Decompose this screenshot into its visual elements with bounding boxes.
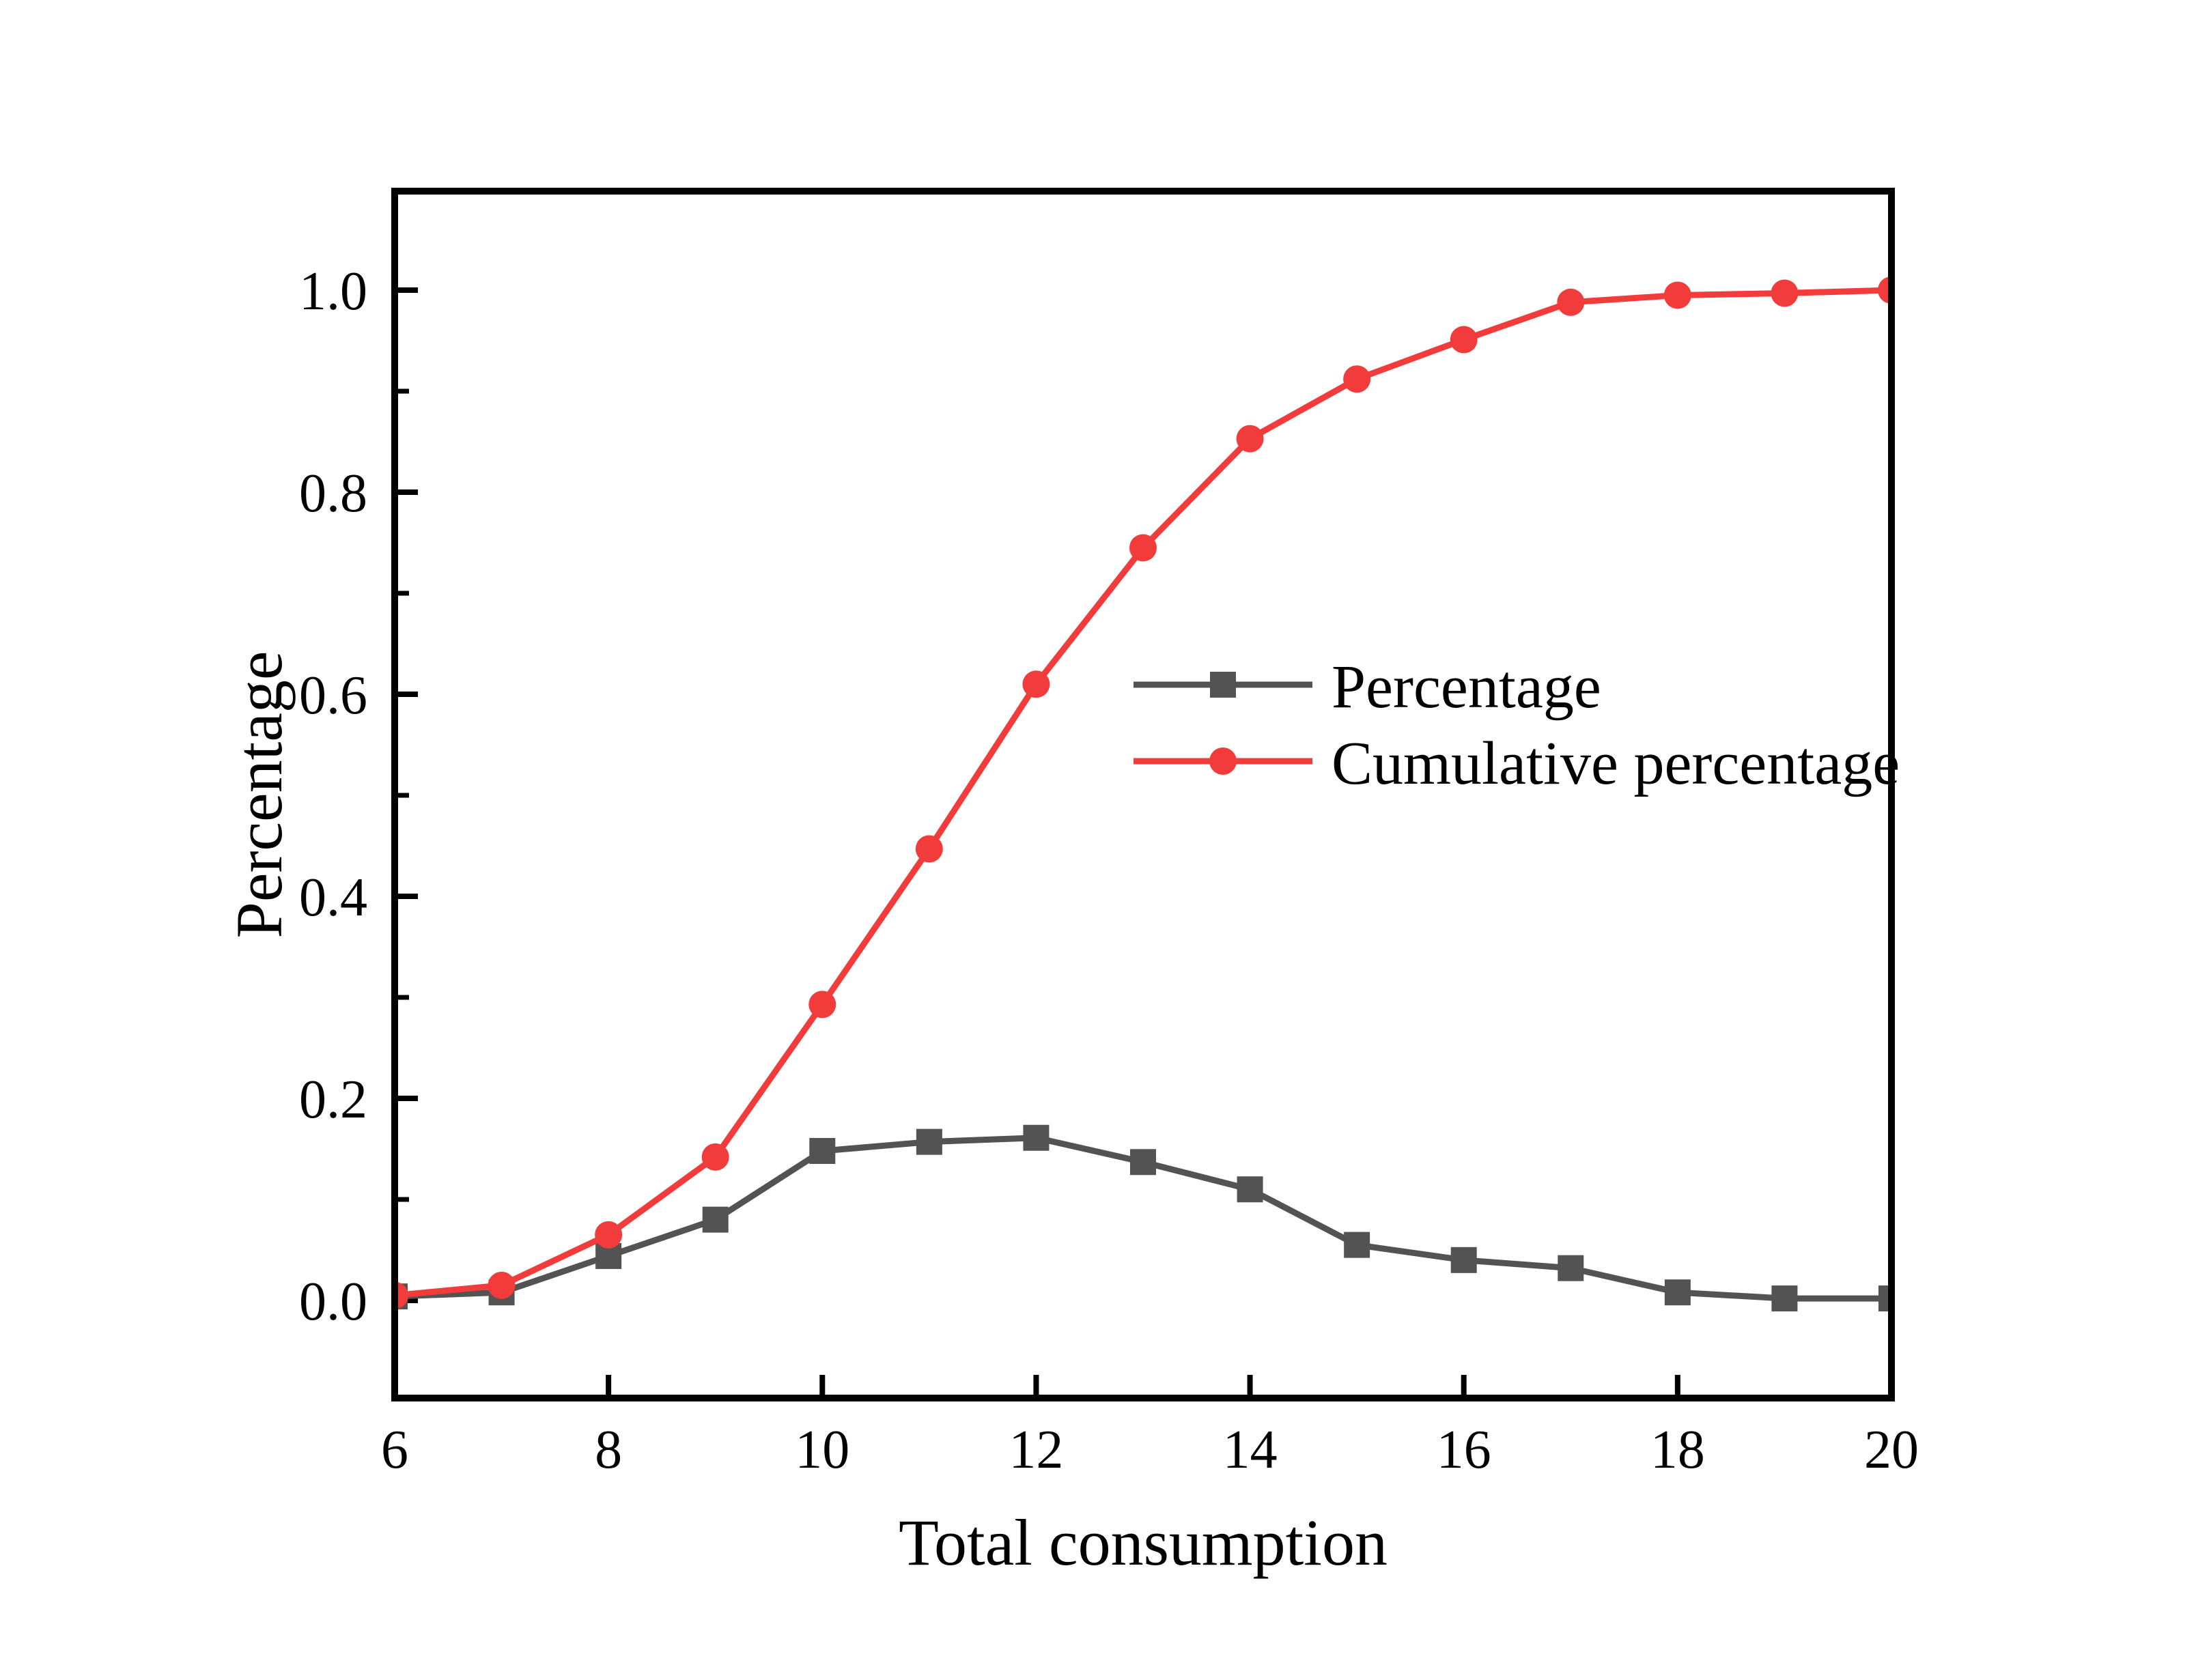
x-tick-label: 8	[595, 1420, 622, 1480]
percentage-marker	[916, 1128, 942, 1155]
percentage-marker	[1771, 1285, 1798, 1312]
tick-labels: 6 8 10 12 14 16 18 20 0.0 0.2 0.4 0.6 0.8 1.0	[299, 261, 1919, 1480]
x-axis-title: Total consumption	[899, 1506, 1388, 1579]
percentage-marker	[1023, 1124, 1050, 1151]
legend-label-percentage: Percentage	[1332, 653, 1601, 721]
legend: Percentage Cumulative percentage	[1134, 653, 1900, 797]
y-axis-title: Percentage	[223, 651, 296, 938]
percentage-marker	[809, 1137, 836, 1164]
plot-frame	[391, 188, 1895, 1401]
y-tick-label: 0.0	[299, 1272, 367, 1332]
x-tick-label: 10	[795, 1420, 849, 1480]
series-layer	[395, 276, 1891, 1312]
x-tick-label: 12	[1009, 1420, 1063, 1480]
y-tick-label: 0.4	[299, 868, 367, 928]
percentage-marker	[1130, 1149, 1156, 1176]
x-tick-label: 16	[1437, 1420, 1491, 1480]
cumulative-percentage-marker	[915, 835, 943, 863]
cumulative-percentage-marker	[1236, 425, 1264, 453]
cumulative-percentage-marker	[1557, 288, 1585, 316]
cumulative-percentage-marker	[488, 1271, 516, 1299]
cumulative-percentage-marker	[1129, 534, 1157, 562]
cumulative-percentage-marker	[595, 1221, 623, 1249]
x-tick-label: 6	[381, 1420, 408, 1480]
x-tick-label: 18	[1650, 1420, 1705, 1480]
cumulative-percentage-marker	[808, 991, 836, 1019]
y-tick-label: 0.8	[299, 464, 367, 524]
percentage-marker	[1558, 1255, 1584, 1281]
legend-label-cumulative: Cumulative percentage	[1332, 730, 1900, 797]
percentage-marker	[1450, 1247, 1477, 1273]
cumulative-percentage-marker	[1663, 281, 1691, 309]
x-tick-label: 14	[1223, 1420, 1278, 1480]
cumulative-percentage-legend-marker	[1209, 748, 1237, 775]
percentage-marker	[1344, 1231, 1370, 1258]
cumulative-percentage-marker	[1343, 365, 1371, 393]
legend-swatches	[1134, 672, 1312, 775]
cumulative-percentage-marker	[701, 1143, 729, 1171]
y-tick-label: 0.6	[299, 666, 367, 726]
percentage-marker	[702, 1206, 729, 1233]
percentage-marker	[1237, 1176, 1263, 1203]
cumulative-percentage-marker	[1022, 670, 1050, 698]
x-tick-label: 20	[1864, 1420, 1919, 1480]
y-tick-label: 0.2	[299, 1070, 367, 1130]
cumulative-percentage-marker	[1450, 326, 1478, 354]
cumulative-percentage-marker	[1771, 279, 1799, 307]
y-tick-label: 1.0	[299, 261, 367, 322]
axis-ticks	[398, 287, 1680, 1395]
percentage-legend-marker	[1210, 672, 1236, 698]
percentage-marker	[1664, 1279, 1691, 1306]
